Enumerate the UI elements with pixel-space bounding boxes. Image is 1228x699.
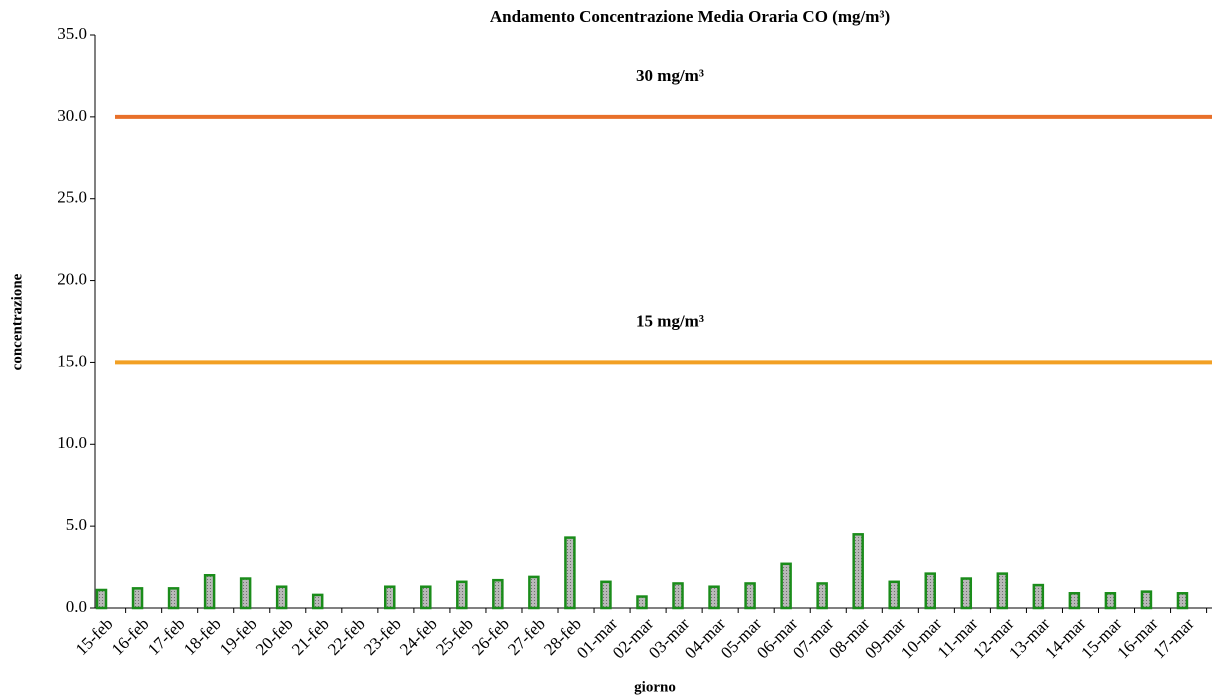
y-tick-label: 15.0 (57, 351, 87, 370)
x-tick-label: 17-mar (1149, 614, 1197, 662)
reference-label: 30 mg/m³ (636, 66, 704, 85)
x-tick-label: 22-feb (324, 614, 369, 659)
bar (996, 572, 1009, 610)
bar (275, 585, 288, 610)
bar (636, 595, 648, 610)
bar (131, 587, 144, 610)
bar (384, 585, 396, 610)
reference-label: 15 mg/m³ (636, 311, 704, 330)
bar (492, 578, 504, 610)
y-axis-label: concentrazione (9, 273, 25, 370)
bar (1104, 592, 1117, 610)
bar (95, 588, 108, 610)
x-tick-label: 27-feb (504, 614, 549, 659)
y-tick-label: 5.0 (66, 515, 87, 534)
y-tick-label: 20.0 (57, 269, 87, 288)
bar (1032, 583, 1045, 610)
x-tick-label: 10-mar (897, 614, 945, 662)
x-tick-label: 18-feb (180, 614, 225, 659)
x-tick-label: 15-feb (72, 614, 117, 659)
chart-title: Andamento Concentrazione Media Oraria CO… (490, 7, 890, 26)
x-tick-label: 17-feb (144, 614, 189, 659)
bar (744, 582, 756, 610)
bar (600, 580, 612, 610)
bar (528, 575, 540, 610)
bar (1176, 592, 1189, 610)
bar (203, 574, 216, 610)
x-tick-label: 23-feb (360, 614, 405, 659)
x-tick-label: 19-feb (216, 614, 261, 659)
bar (1068, 592, 1081, 610)
y-tick-label: 35.0 (57, 24, 87, 43)
x-axis-label: giorno (634, 679, 676, 695)
x-tick-label: 16-feb (108, 614, 153, 659)
bar (924, 572, 936, 610)
bar (780, 562, 792, 610)
y-tick-label: 25.0 (57, 188, 87, 207)
x-tick-label: 20-feb (252, 614, 297, 659)
x-tick-label: 21-feb (288, 614, 333, 659)
y-tick-label: 0.0 (66, 597, 87, 616)
bar (708, 585, 720, 610)
x-tick-label: 24-feb (396, 614, 441, 659)
y-tick-label: 10.0 (57, 433, 87, 452)
bar (960, 577, 973, 610)
y-tick-label: 30.0 (57, 106, 87, 125)
x-tick-label: 25-feb (432, 614, 477, 659)
bar (564, 536, 576, 610)
bar (888, 580, 900, 610)
bar (672, 582, 684, 610)
bar (311, 593, 324, 610)
x-tick-label: 26-feb (468, 614, 513, 659)
bar (852, 533, 864, 610)
bar (1140, 590, 1153, 610)
bar (816, 582, 828, 610)
bar (420, 585, 432, 610)
bar (239, 577, 252, 610)
bar (456, 580, 468, 610)
bar (167, 587, 180, 610)
